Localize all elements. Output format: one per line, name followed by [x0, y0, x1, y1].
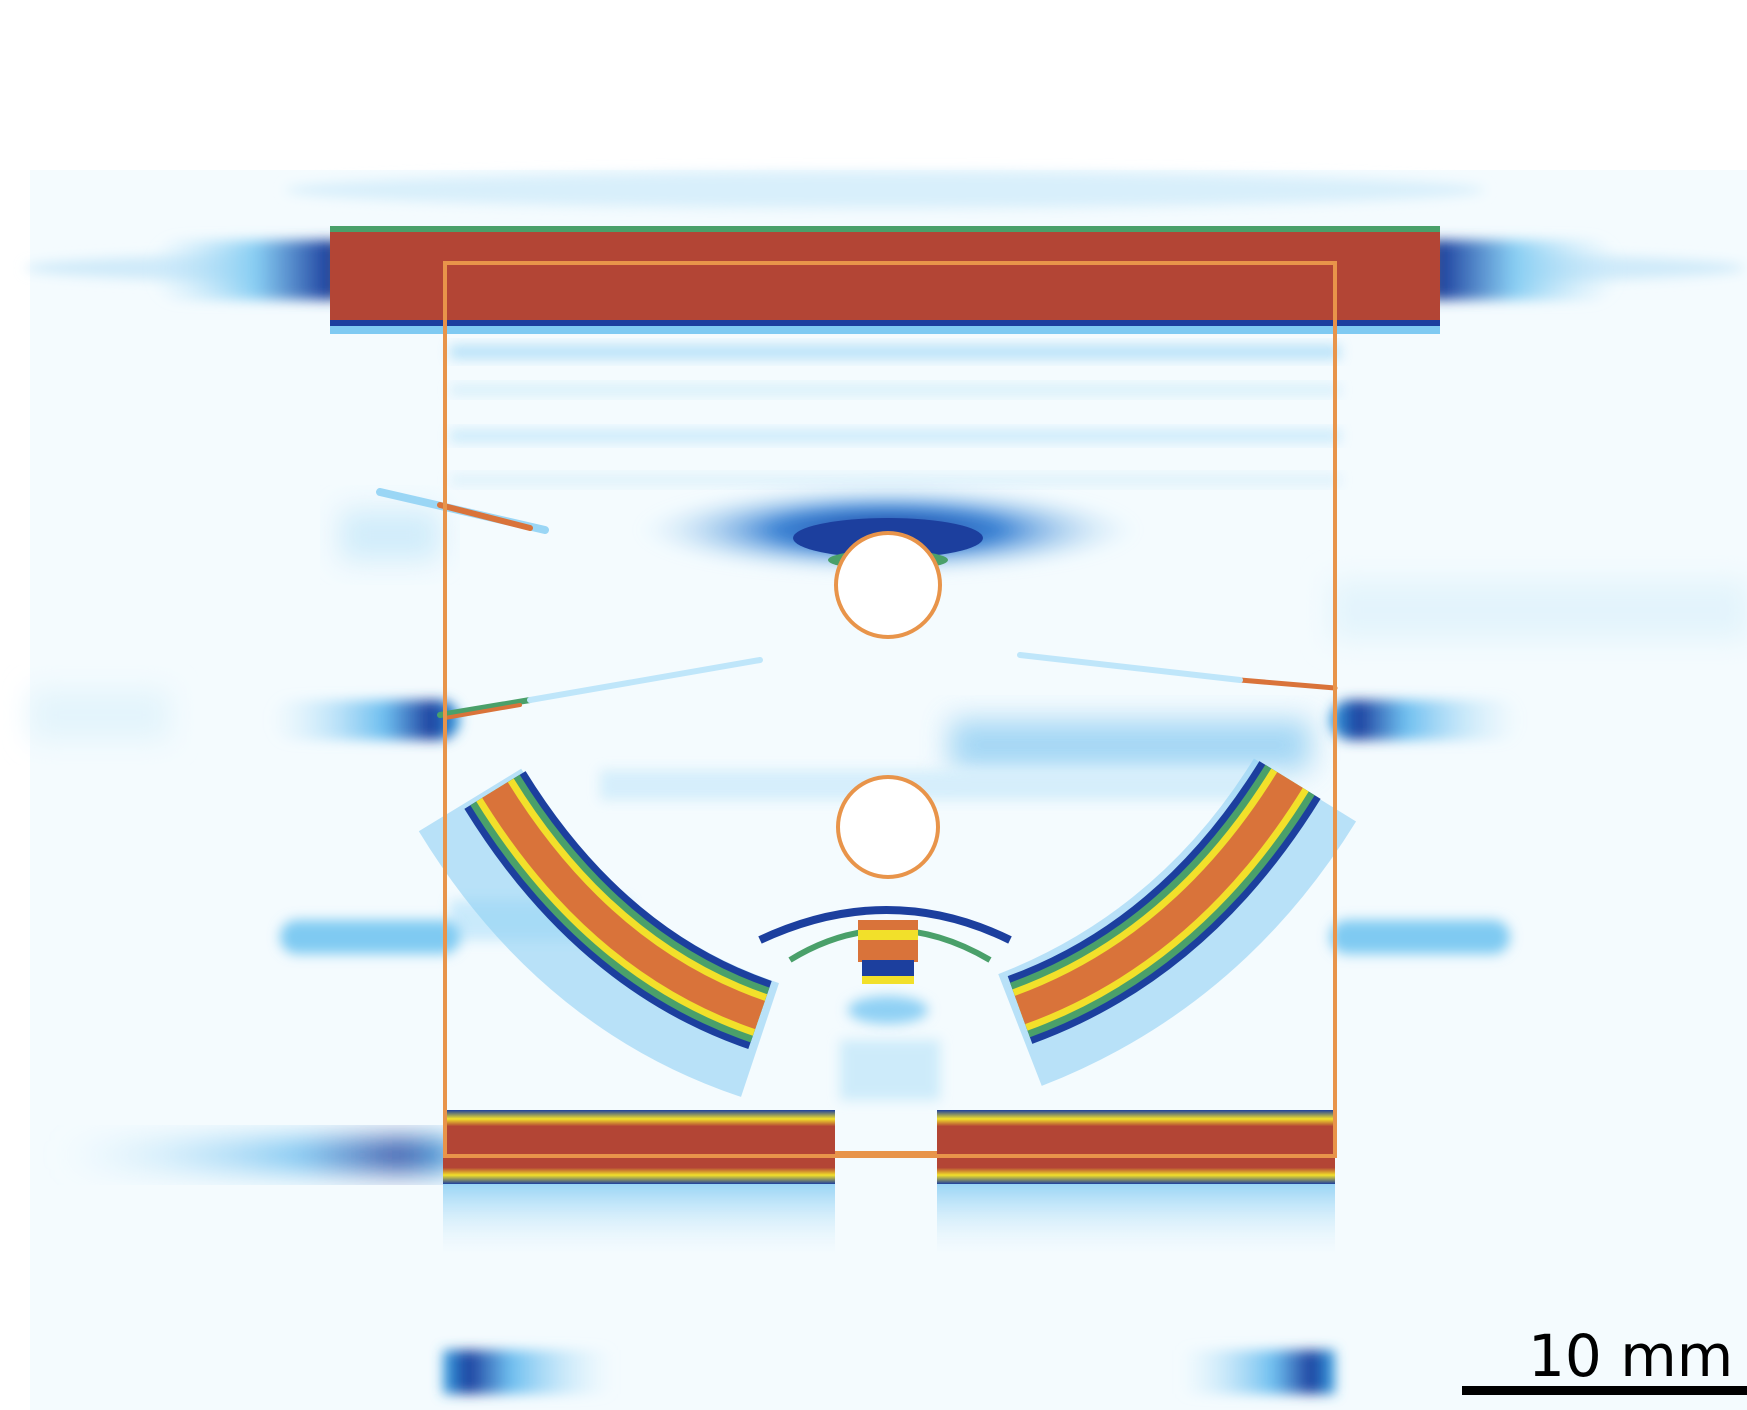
- scale-bar-label: 10 mm: [1528, 1322, 1734, 1390]
- side-wave-bands: [30, 510, 1747, 1170]
- bottom-wave-band-right: [937, 1110, 1335, 1254]
- lower-scatterer-circle: [836, 775, 940, 879]
- top-haze: [285, 172, 1485, 208]
- domain-boundary: [443, 261, 1337, 1158]
- upper-scatterer-circle: [834, 531, 942, 639]
- bottom-left-faint-band: [443, 1350, 613, 1394]
- left-wave-arc: [418, 768, 780, 1097]
- scale-bar: [1462, 1386, 1747, 1395]
- central-wave-cluster: [758, 906, 1012, 1100]
- diagonal-streaks: [376, 488, 1338, 720]
- top-wave-band: [25, 226, 1745, 334]
- right-wave-arc: [997, 758, 1357, 1086]
- bottom-wave-band-left: [443, 1110, 835, 1254]
- bottom-right-faint-band: [1180, 1350, 1335, 1394]
